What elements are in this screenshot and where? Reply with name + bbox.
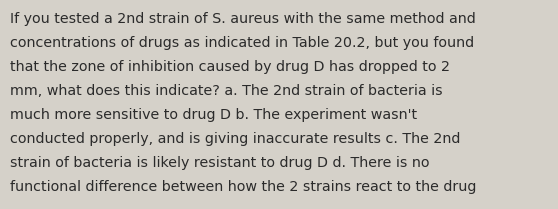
Text: mm, what does this indicate? a. The 2nd strain of bacteria is: mm, what does this indicate? a. The 2nd … xyxy=(10,84,442,98)
Text: conducted properly, and is giving inaccurate results c. The 2nd: conducted properly, and is giving inaccu… xyxy=(10,132,460,146)
Text: If you tested a 2nd strain of S. aureus with the same method and: If you tested a 2nd strain of S. aureus … xyxy=(10,12,476,26)
Text: that the zone of inhibition caused by drug D has dropped to 2: that the zone of inhibition caused by dr… xyxy=(10,60,450,74)
Text: concentrations of drugs as indicated in Table 20.2, but you found: concentrations of drugs as indicated in … xyxy=(10,36,474,50)
Text: functional difference between how the 2 strains react to the drug: functional difference between how the 2 … xyxy=(10,180,477,194)
Text: much more sensitive to drug D b. The experiment wasn't: much more sensitive to drug D b. The exp… xyxy=(10,108,417,122)
Text: strain of bacteria is likely resistant to drug D d. There is no: strain of bacteria is likely resistant t… xyxy=(10,156,430,170)
